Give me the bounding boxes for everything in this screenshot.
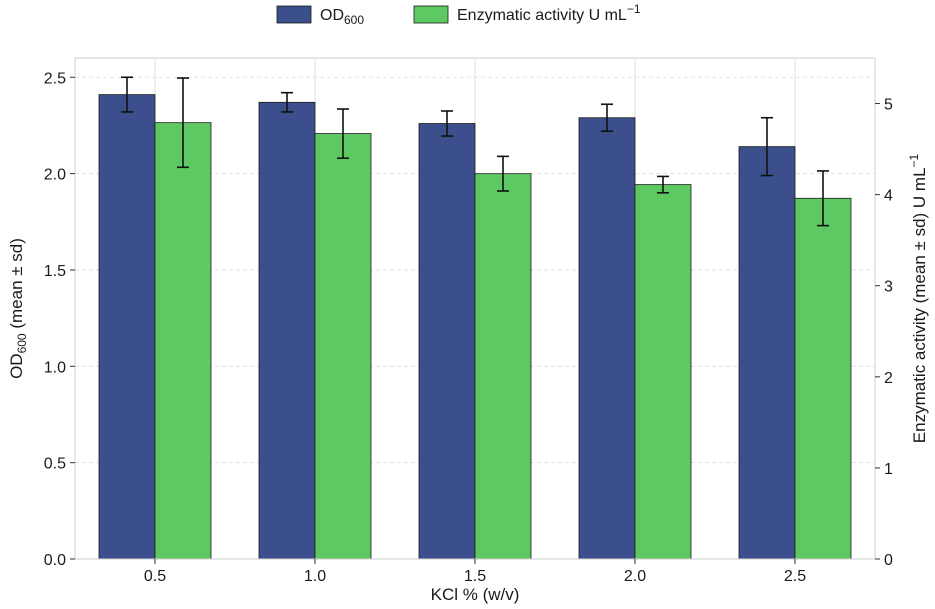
left-y-tick-label: 0.5: [44, 456, 66, 473]
x-tick-label: 2.5: [784, 568, 806, 585]
x-tick-label: 2.0: [624, 568, 646, 585]
left-y-tick-label: 2.0: [44, 167, 66, 184]
left-y-title-sub: 600: [15, 333, 29, 353]
bar-od600-1.5: [418, 123, 476, 560]
right-y-tick-label: 5: [884, 97, 893, 114]
x-tick-label: 0.5: [144, 568, 166, 585]
error-bar-od600-1.5: [441, 110, 453, 137]
left-y-title-base: OD: [7, 353, 26, 379]
right-y-tick-label: 3: [884, 279, 893, 296]
left-y-tick-label: 0.0: [44, 552, 66, 569]
x-ticks: 0.5 1.0 1.5 2.0 2.5: [144, 559, 806, 585]
error-bar-enzymatic-activity-2.0: [657, 175, 669, 194]
bar-enzymatic-activity-0.5: [154, 122, 212, 560]
error-bar-od600-2.0: [601, 103, 613, 133]
error-bar-enzymatic-activity-1.5: [497, 155, 509, 192]
x-axis-title: KCl % (w/v): [431, 585, 520, 604]
legend: OD600 Enzymatic activity U mL−1: [276, 2, 641, 27]
bar-enzymatic-activity-2.0: [634, 184, 692, 560]
error-bar-od600-2.5: [761, 116, 773, 177]
left-y-tick-label: 2.5: [44, 70, 66, 87]
error-bar-enzymatic-activity-1.0: [337, 108, 349, 159]
left-y-axis-title: OD600 (mean ± sd): [7, 238, 29, 379]
left-y-title-rest: (mean ± sd): [7, 238, 26, 333]
bar-od600-2.5: [738, 146, 796, 560]
left-y-tick-label: 1.0: [44, 359, 66, 376]
x-tick-label: 1.0: [304, 568, 326, 585]
right-y-tick-label: 0: [884, 552, 893, 569]
right-y-title-sup: −1: [907, 153, 921, 167]
bar-od600-1.0: [258, 101, 316, 560]
bars: [98, 94, 852, 560]
right-y-axis-title: Enzymatic activity (mean ± sd) U mL−1: [907, 153, 929, 443]
bar-enzymatic-activity-1.5: [474, 173, 532, 560]
right-y-ticks: 0 1 2 3 4 5: [875, 97, 893, 569]
legend-label-enzymatic-activity: Enzymatic activity U mL−1: [457, 2, 641, 24]
error-bars: [121, 76, 829, 227]
error-bar-enzymatic-activity-2.5: [817, 170, 829, 227]
error-bar-od600-0.5: [121, 76, 133, 113]
left-y-ticks: 0.0 0.5 1.0 1.5 2.0 2.5: [44, 70, 75, 569]
legend-label-od600: OD600: [320, 7, 364, 27]
legend-swatch-od600: [276, 5, 312, 24]
left-y-tick-label: 1.5: [44, 263, 66, 280]
legend-swatch-enzymatic-activity: [413, 5, 449, 24]
right-y-tick-label: 1: [884, 461, 893, 478]
right-y-tick-label: 4: [884, 188, 893, 205]
right-y-tick-label: 2: [884, 370, 893, 387]
bar-od600-2.0: [578, 117, 636, 560]
bar-enzymatic-activity-2.5: [794, 197, 852, 560]
error-bar-enzymatic-activity-0.5: [177, 77, 189, 169]
bar-enzymatic-activity-1.0: [314, 133, 372, 560]
x-tick-label: 1.5: [464, 568, 486, 585]
bar-od600-0.5: [98, 94, 156, 560]
error-bar-od600-1.0: [281, 91, 293, 113]
right-y-title-base: Enzymatic activity (mean ± sd) U mL: [910, 167, 929, 443]
